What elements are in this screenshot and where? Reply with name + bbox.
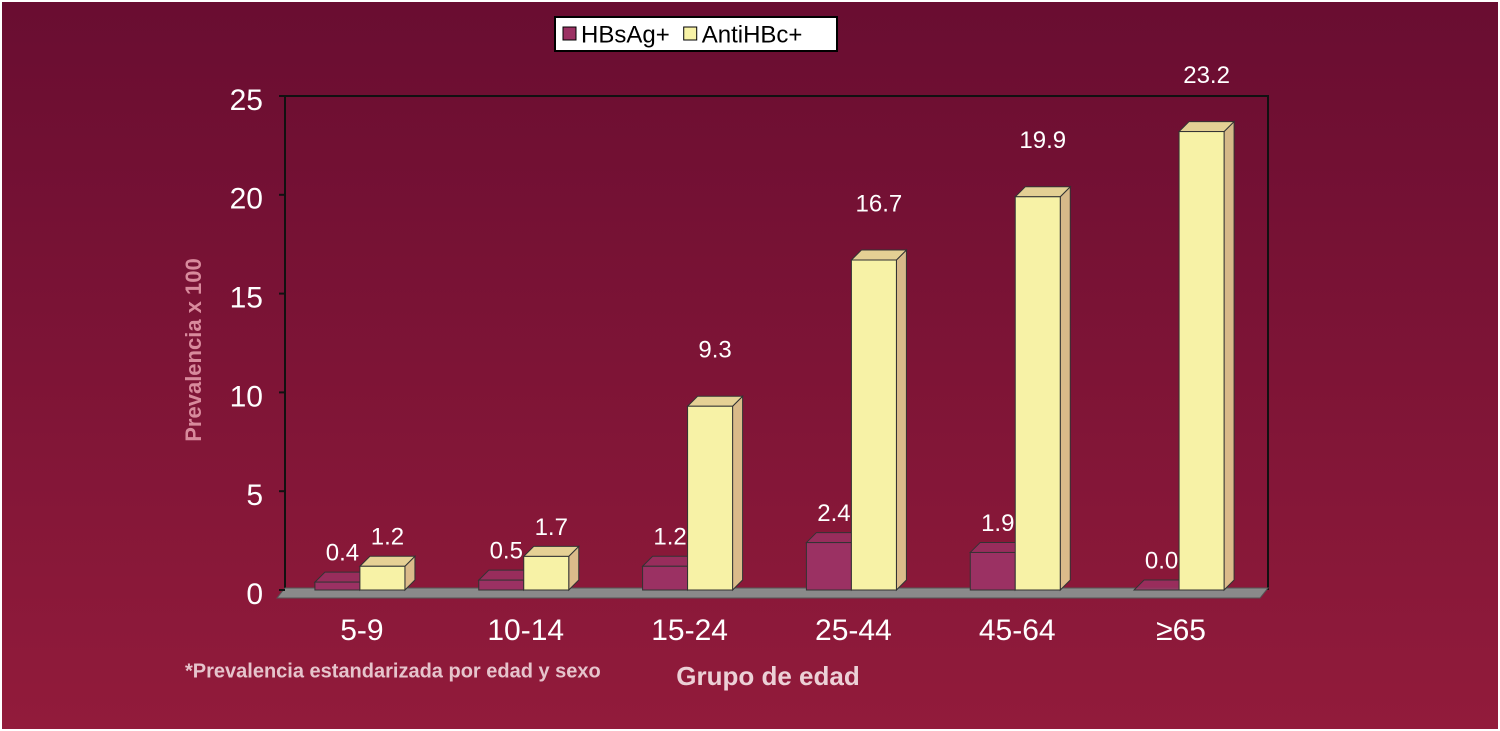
bar-top <box>1014 186 1072 198</box>
x-tick-label: 5-9 <box>340 614 383 647</box>
bar-top <box>522 545 580 557</box>
bar-top <box>1177 121 1236 133</box>
bar <box>1178 131 1225 591</box>
bar <box>1014 196 1061 591</box>
bar <box>969 551 1016 591</box>
data-label: 16.7 <box>856 190 903 217</box>
footnote: *Prevalencia estandarizada por edad y se… <box>185 660 601 682</box>
y-axis-label: Prevalencia x 100 <box>181 258 206 441</box>
x-tick-label: 45-64 <box>979 614 1056 647</box>
y-tick-label: 0 <box>246 578 263 611</box>
y-tick-label: 20 <box>230 183 263 216</box>
x-tick-label: 25-44 <box>815 614 892 647</box>
y-tick-label: 15 <box>230 282 263 315</box>
data-label: 1.7 <box>535 514 568 541</box>
bar <box>359 565 406 591</box>
bar <box>850 259 897 591</box>
y-tick-label: 10 <box>230 380 263 413</box>
bar <box>642 565 689 591</box>
floor <box>275 587 1270 599</box>
y-tick-label: 5 <box>246 479 263 512</box>
bar <box>523 555 570 591</box>
legend-label: HBsAg+ <box>581 21 670 48</box>
bar-top <box>358 555 417 567</box>
data-label: 1.2 <box>653 524 686 551</box>
data-label: 0.4 <box>326 539 359 566</box>
bar-side <box>1059 185 1071 592</box>
x-tick-label: ≥65 <box>1156 614 1206 647</box>
legend-label: AntiHBc+ <box>702 21 803 48</box>
bar-side <box>732 395 744 592</box>
data-label: 0.0 <box>1145 547 1178 574</box>
data-label: 0.5 <box>490 537 523 564</box>
legend-swatch <box>683 26 698 41</box>
bar-top <box>850 249 908 261</box>
x-axis-label: Grupo de edad <box>676 661 859 691</box>
data-label: 23.2 <box>1183 62 1230 89</box>
bar-top <box>686 395 744 407</box>
y-tick-label: 25 <box>230 84 263 117</box>
bar <box>314 581 361 591</box>
x-tick-label: 10-14 <box>487 614 564 647</box>
bar <box>805 542 852 591</box>
data-label: 1.2 <box>371 524 404 551</box>
data-label: 1.9 <box>981 510 1014 537</box>
bar-side <box>895 248 907 592</box>
x-tick-label: 15-24 <box>651 614 728 647</box>
plot-border <box>284 95 1269 590</box>
data-label: 19.9 <box>1019 127 1066 154</box>
data-label: 9.3 <box>698 337 731 364</box>
bar-side <box>1223 120 1235 592</box>
legend-swatch <box>562 26 577 41</box>
bar <box>687 405 734 591</box>
bar <box>478 579 525 591</box>
data-label: 2.4 <box>817 500 850 527</box>
